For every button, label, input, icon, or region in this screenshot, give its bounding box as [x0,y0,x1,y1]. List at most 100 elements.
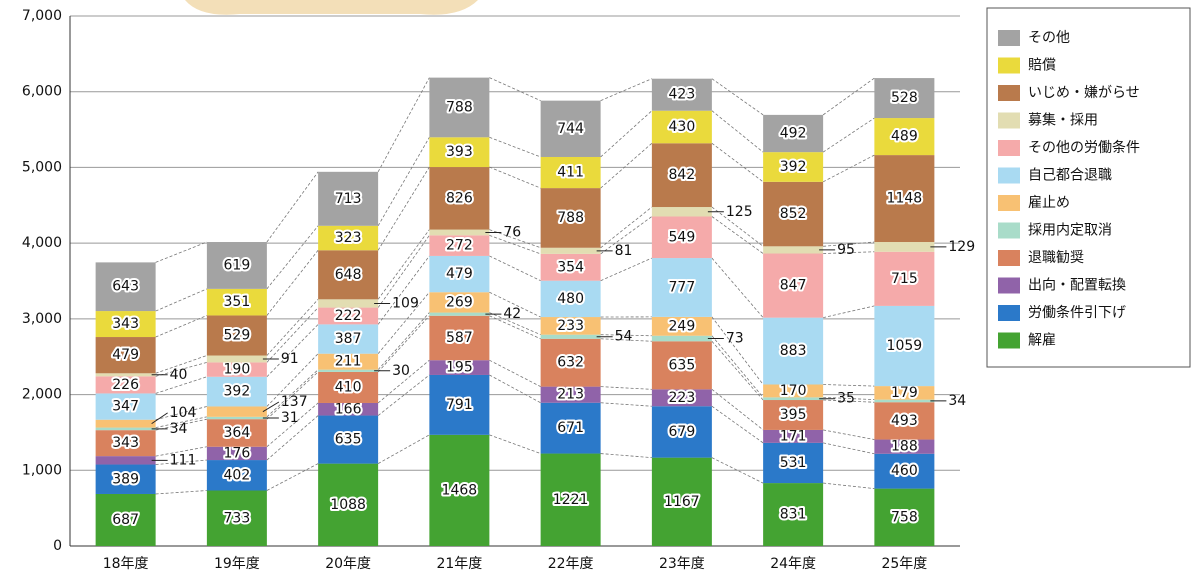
value-label: 549 [669,229,696,245]
value-label: 104 [170,405,197,421]
value-label: 635 [335,432,362,448]
value-label: 226 [112,377,139,393]
value-label: 460 [891,463,918,479]
value-label: 35 [837,391,855,407]
connector [378,167,429,250]
connector [378,375,429,416]
connector [712,317,763,385]
value-label: 195 [446,360,473,376]
value-label: 31 [281,410,299,426]
value-label: 395 [780,407,807,423]
value-label: 81 [615,243,633,259]
connector [378,435,429,464]
connector [601,454,652,458]
connector [712,79,763,115]
value-label: 826 [446,190,473,206]
connector [378,313,429,370]
value-label: 137 [281,394,308,410]
legend-label: いじめ・嫌がらせ [1028,85,1140,101]
value-label: 1059 [887,338,923,354]
connector [601,79,652,101]
bar-segment [96,420,156,428]
value-label: 733 [224,510,251,526]
bar-segment [96,428,156,431]
value-label: 323 [335,230,362,246]
value-label: 402 [224,467,251,483]
legend-label: 募集・採用 [1028,112,1098,129]
value-label: 129 [948,239,975,255]
bar-segment [207,417,267,419]
connector [267,172,318,242]
connector [823,443,874,454]
x-tick-label: 22年度 [548,556,594,572]
value-label: 679 [669,424,696,440]
legend-label: その他の労働条件 [1028,139,1140,156]
bar-segment [96,373,156,376]
legend-swatch [998,85,1020,101]
value-label: 73 [726,331,744,347]
value-label: 354 [557,259,584,275]
value-label: 788 [557,210,584,226]
bar-segment [541,248,601,254]
legend-swatch [998,168,1020,184]
value-label: 364 [224,425,251,441]
value-label: 170 [780,383,807,399]
value-label: 791 [446,397,473,413]
value-label: 34 [170,421,188,437]
value-label: 635 [669,357,696,373]
value-label: 643 [112,279,139,295]
value-label: 188 [891,439,918,455]
value-label: 176 [224,445,251,461]
legend-label: 解雇 [1028,332,1056,349]
value-label: 347 [112,399,139,415]
value-label: 125 [726,204,753,220]
y-tick-label: 2,000 [22,387,62,403]
value-label: 111 [170,452,197,468]
bar-segment [541,335,601,339]
y-tick-label: 6,000 [22,84,62,100]
legend-swatch [998,305,1020,321]
x-tick-label: 24年度 [770,556,816,572]
connector [156,289,207,311]
connector [823,155,874,182]
y-tick-label: 0 [53,538,62,554]
bar-segment [318,299,378,307]
bar-segment [429,313,489,316]
legend-swatch [998,278,1020,294]
connector [823,385,874,387]
value-label: 713 [335,191,362,207]
value-label: 222 [335,308,362,324]
x-tick-label: 18年度 [103,556,149,572]
value-label: 744 [557,121,584,137]
value-label: 171 [780,428,807,444]
value-label: 393 [446,144,473,160]
legend-label: 労働条件引下げ [1028,304,1126,321]
bar-segment [874,242,934,252]
value-label: 492 [780,126,807,142]
value-label: 715 [891,271,918,287]
bar-segment [318,370,378,372]
value-label: 351 [224,294,251,310]
value-label: 489 [891,129,918,145]
value-label: 91 [281,351,299,367]
bar-segment [652,207,712,216]
connector [823,483,874,489]
value-label: 671 [557,420,584,436]
legend-swatch [998,58,1020,74]
legend-swatch [998,140,1020,156]
bar-segment [207,356,267,363]
value-label: 54 [615,329,633,345]
legend-label: 出向・配置転換 [1028,278,1126,294]
connector [712,258,763,318]
connector [378,256,429,324]
x-tick-label: 21年度 [436,556,482,572]
value-label: 1148 [887,191,923,207]
legend-swatch [998,113,1020,129]
value-label: 392 [224,384,251,400]
x-tick-label: 25年度 [881,556,927,572]
value-label: 883 [780,343,807,359]
legend-swatch [998,195,1020,211]
value-label: 410 [335,379,362,395]
value-label: 190 [224,362,251,378]
value-label: 687 [112,512,139,528]
